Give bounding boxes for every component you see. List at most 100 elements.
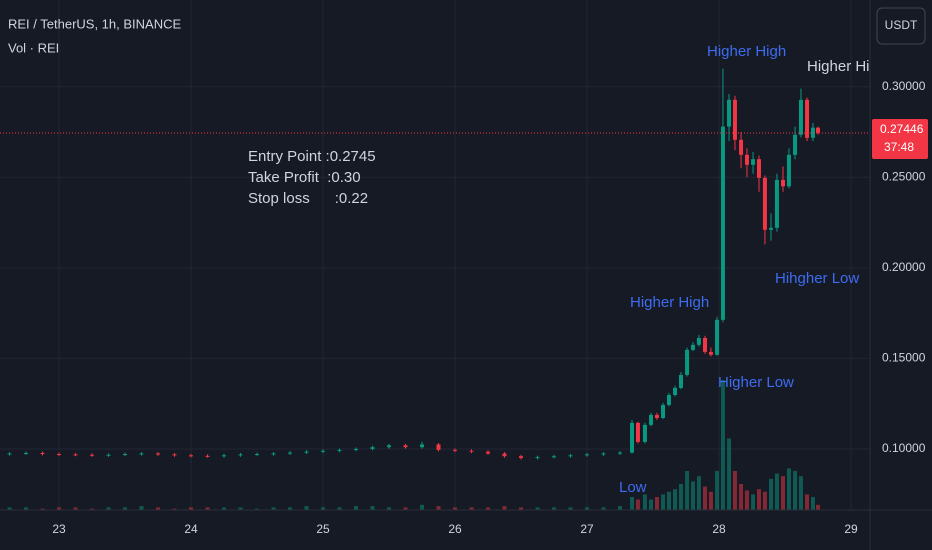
- candle-body: [769, 227, 774, 230]
- volume-bar: [568, 507, 573, 510]
- volume-bar: [403, 507, 408, 510]
- volume-bar: [720, 380, 725, 510]
- candle-body: [189, 455, 194, 457]
- volume-bar: [518, 507, 523, 510]
- candle-body: [673, 387, 678, 395]
- volume-bar: [337, 507, 342, 510]
- candle-body: [90, 454, 95, 456]
- candle-body: [756, 159, 761, 178]
- volume-bar: [436, 506, 441, 510]
- candle-body: [419, 444, 424, 448]
- volume-bar: [57, 507, 62, 510]
- volume-bar: [502, 506, 507, 510]
- y-tick-label: 0.25000: [882, 169, 926, 183]
- volume-bar: [139, 506, 144, 510]
- volume-bar: [727, 438, 732, 510]
- candle-body: [238, 454, 243, 456]
- candle-body: [815, 127, 820, 133]
- volume-bar: [810, 497, 815, 510]
- candle-body: [739, 139, 744, 155]
- candle-body: [24, 452, 29, 454]
- candle-body: [654, 414, 659, 418]
- candle-body: [353, 448, 358, 450]
- candle-body: [106, 454, 111, 456]
- x-tick-label: 26: [448, 522, 462, 536]
- candle-body: [678, 374, 683, 388]
- candle-body: [584, 454, 589, 456]
- candle-body: [205, 455, 210, 457]
- candle-body: [436, 444, 441, 450]
- y-tick-label: 0.30000: [882, 79, 926, 93]
- candle-body: [73, 454, 78, 456]
- candle-body: [617, 452, 622, 454]
- volume-label: Vol · REI: [8, 40, 59, 55]
- volume-bar: [123, 507, 128, 510]
- candle-body: [518, 456, 523, 459]
- volume-bar: [601, 507, 606, 510]
- currency-button[interactable]: [876, 7, 926, 45]
- volume-bar: [685, 471, 690, 510]
- candle-body: [271, 453, 276, 455]
- volume-bar: [485, 507, 490, 510]
- candle-body: [40, 452, 45, 455]
- candle-body: [452, 449, 457, 451]
- volume-bar: [690, 481, 695, 510]
- countdown-label: 37:48: [884, 140, 914, 154]
- volume-bar: [222, 507, 227, 510]
- x-tick-label: 23: [52, 522, 66, 536]
- annotation: Low: [619, 479, 647, 496]
- currency-button-label[interactable]: USDT: [885, 18, 918, 32]
- volume-bar: [786, 468, 791, 510]
- candle-body: [642, 424, 647, 442]
- volume-bar: [288, 507, 292, 510]
- grid: [0, 0, 870, 510]
- volume-bar: [696, 476, 701, 510]
- volume-bar: [40, 508, 45, 510]
- volume-bar: [715, 471, 720, 510]
- x-tick-label: 29: [844, 522, 858, 536]
- volume-bar: [238, 507, 243, 510]
- candle-body: [732, 99, 737, 140]
- volume-bar: [73, 507, 78, 510]
- volume-bar: [815, 504, 820, 510]
- volume-pane: [7, 380, 820, 510]
- volume-bar: [781, 476, 786, 510]
- trade-note: Stop loss :0.22: [248, 190, 368, 207]
- candle-body: [630, 422, 635, 453]
- volume-bar: [666, 491, 671, 510]
- volume-bar: [551, 507, 556, 510]
- volume-bar: [106, 507, 111, 510]
- volume-bar: [271, 507, 276, 510]
- candle-body: [690, 344, 695, 350]
- volume-bar: [805, 494, 810, 510]
- candle-body: [661, 404, 666, 418]
- candle-body: [635, 422, 640, 442]
- candle-body: [649, 414, 654, 425]
- candle-body: [774, 179, 779, 228]
- y-tick-label: 0.15000: [882, 351, 926, 365]
- volume-bar: [793, 471, 798, 510]
- annotation: Higher High: [807, 58, 886, 75]
- candle-body: [715, 319, 720, 355]
- volume-bar: [189, 507, 194, 510]
- volume-bar: [156, 507, 161, 510]
- candle-body: [123, 454, 128, 456]
- y-tick-label: 0.20000: [882, 260, 926, 274]
- candle-body: [727, 99, 732, 127]
- annotation: Higher Low: [718, 374, 794, 391]
- volume-bar: [756, 489, 761, 510]
- volume-bar: [7, 507, 12, 510]
- volume-bar: [90, 508, 95, 510]
- volume-bar: [584, 507, 589, 510]
- volume-bar: [353, 506, 358, 510]
- symbol-title: REI / TetherUS, 1h, BINANCE: [8, 16, 181, 31]
- candle-body: [7, 453, 12, 455]
- candle-body: [469, 450, 474, 452]
- x-tick-label: 24: [184, 522, 198, 536]
- volume-bar: [452, 507, 457, 510]
- candle-body: [535, 457, 540, 459]
- last-price-label: 0.27446: [880, 122, 924, 136]
- x-tick-label: 27: [580, 522, 594, 536]
- price-pane: Higher High Higher High Hihgher Low Higher …: [0, 43, 886, 496]
